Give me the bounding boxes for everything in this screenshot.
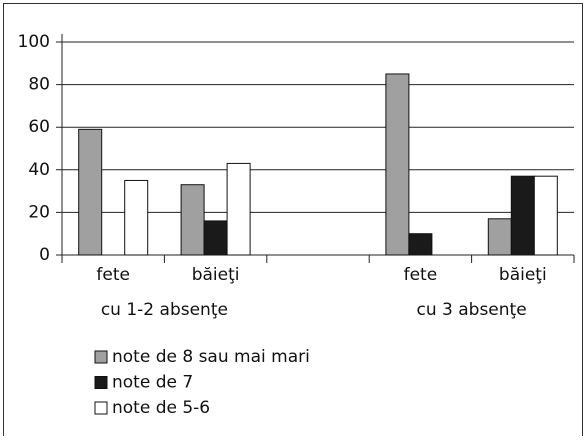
y-tick-label: 40 <box>28 160 50 180</box>
y-tick-label: 80 <box>28 75 50 95</box>
bar <box>408 233 433 256</box>
x-tick-label: fete <box>96 265 130 285</box>
group-label: cu 3 absenţe <box>417 300 527 320</box>
bar <box>385 73 410 256</box>
legend-swatch <box>94 350 108 364</box>
bar <box>487 218 512 256</box>
legend-swatch <box>94 376 108 389</box>
bar <box>203 220 228 256</box>
y-tick-label: 100 <box>18 32 50 52</box>
bar <box>124 179 149 256</box>
legend-label: note de 7 <box>112 373 193 393</box>
bar <box>533 175 558 256</box>
legend-swatch <box>94 401 108 415</box>
legend-label: note de 5-6 <box>112 398 210 418</box>
y-tick-label: 60 <box>28 117 50 137</box>
bar <box>180 184 205 256</box>
y-tick-label: 0 <box>39 245 50 265</box>
bar <box>510 175 535 256</box>
frame <box>3 3 583 440</box>
y-tick-label: 20 <box>28 202 50 222</box>
bar <box>78 128 103 256</box>
x-tick-label: băieţi <box>192 265 240 285</box>
x-tick-label: băieţi <box>499 265 547 285</box>
bar <box>226 162 251 256</box>
x-tick-label: fete <box>404 265 438 285</box>
group-label: cu 1-2 absenţe <box>101 300 228 320</box>
legend-label: note de 8 sau mai mari <box>112 347 310 367</box>
